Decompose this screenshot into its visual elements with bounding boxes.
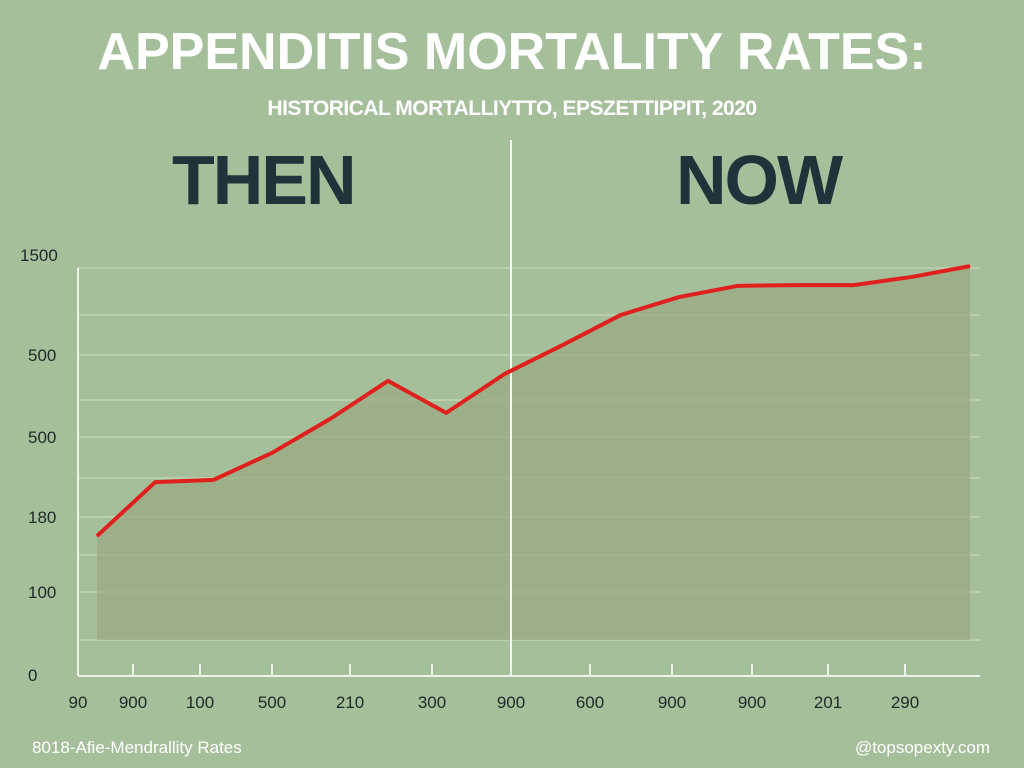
data-point xyxy=(562,344,564,346)
y-tick-label: 1500 xyxy=(20,246,58,265)
x-tick-label: 900 xyxy=(497,693,525,712)
data-point xyxy=(853,284,855,286)
data-point xyxy=(503,373,505,375)
data-point xyxy=(96,535,98,537)
data-point xyxy=(969,265,971,267)
y-tick-label: 180 xyxy=(28,508,56,527)
footer-credit: @topsopexty.com xyxy=(854,738,990,757)
data-point xyxy=(212,479,214,481)
data-points xyxy=(96,265,971,537)
x-tick-label: 201 xyxy=(814,693,842,712)
y-tick-label: 0 xyxy=(28,666,37,685)
data-point xyxy=(911,276,913,278)
x-tick-label: 600 xyxy=(576,693,604,712)
data-point xyxy=(329,418,331,420)
data-point xyxy=(794,284,796,286)
then-heading: THEN xyxy=(172,141,357,219)
chart-subtitle: HISTORICAL MORTALLIYTTO, EPSZETTIPPIT, 2… xyxy=(267,97,757,120)
chart-title: APPENDITIS MORTALITY RATES: xyxy=(97,23,927,81)
data-point xyxy=(271,452,273,454)
x-tick-label: 900 xyxy=(119,693,147,712)
x-tick-label: 90 xyxy=(69,693,88,712)
data-point xyxy=(154,481,156,483)
x-tick-label: 300 xyxy=(418,693,446,712)
x-tick-label: 900 xyxy=(738,693,766,712)
area-fill xyxy=(97,266,970,640)
x-tick-label: 500 xyxy=(258,693,286,712)
x-tick-label: 900 xyxy=(658,693,686,712)
x-tick-label: 210 xyxy=(336,693,364,712)
x-ticks: 90 900 100 500 210 300 900 600 900 900 201 290 xyxy=(69,664,919,712)
y-tick-label: 500 xyxy=(28,428,56,447)
series-line xyxy=(95,264,971,538)
data-point xyxy=(678,296,680,298)
data-point xyxy=(736,285,738,287)
now-heading: NOW xyxy=(676,141,843,219)
data-point xyxy=(445,412,447,414)
data-point xyxy=(620,314,622,316)
data-point xyxy=(387,380,389,382)
x-tick-label: 290 xyxy=(891,693,919,712)
y-tick-label: 500 xyxy=(28,346,56,365)
x-tick-label: 100 xyxy=(186,693,214,712)
y-tick-label: 100 xyxy=(28,583,56,602)
y-ticks: 1500 500 500 180 100 0 xyxy=(20,246,58,685)
footer-caption: 8018-Afie-Mendrallity Rates xyxy=(32,738,242,757)
